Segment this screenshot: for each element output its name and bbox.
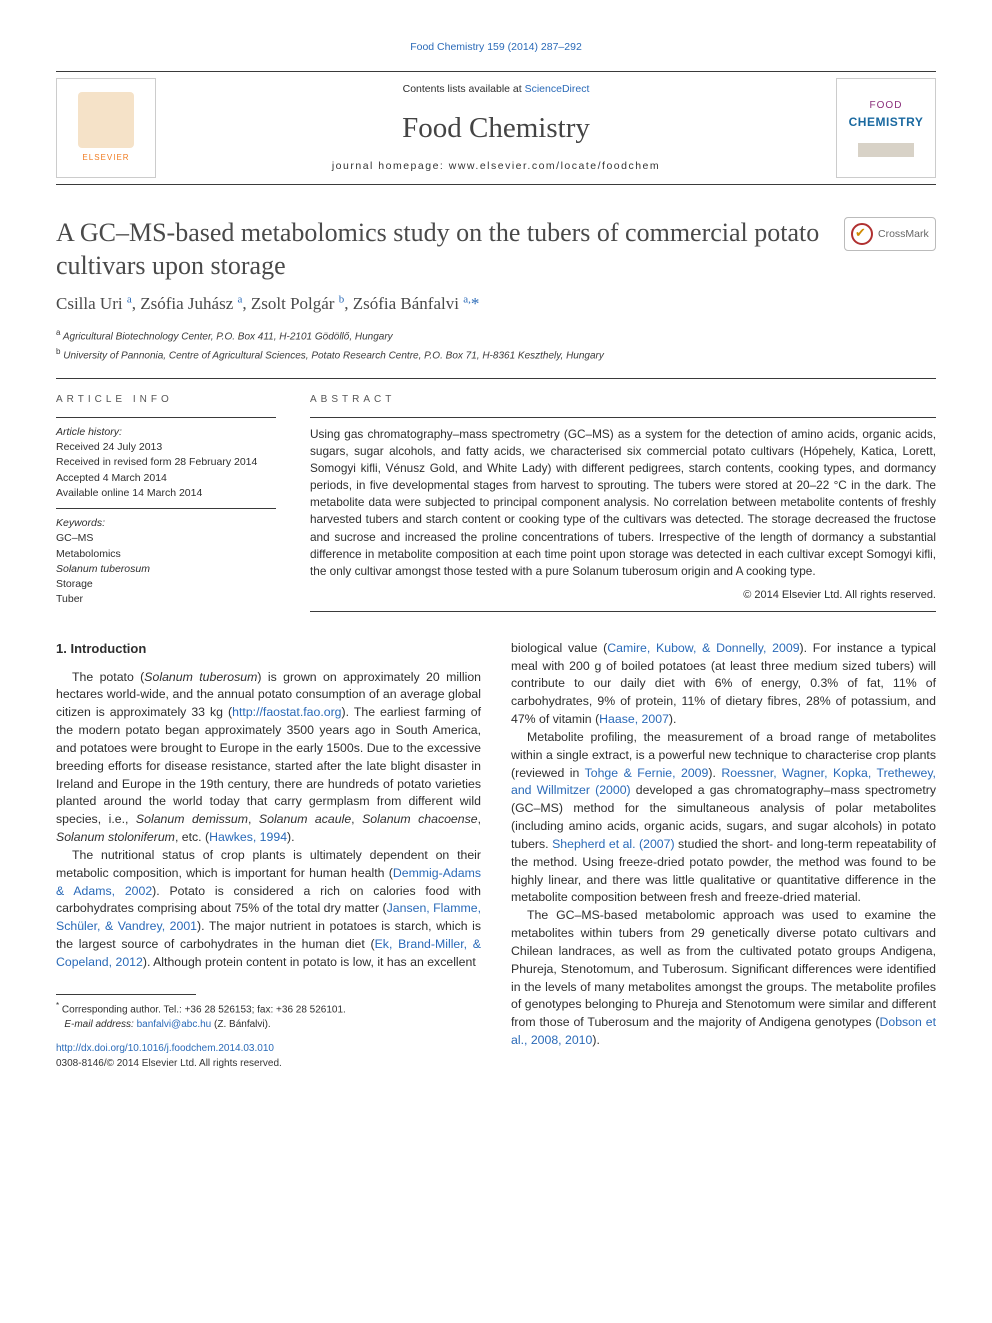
journal-logo-main: CHEMISTRY	[849, 114, 924, 131]
abstract-label: ABSTRACT	[310, 393, 936, 408]
journal-name: Food Chemistry	[168, 107, 824, 149]
keyword: Storage	[56, 577, 276, 592]
crossmark-label: CrossMark	[878, 227, 929, 242]
email-line: E-mail address: banfalvi@abc.hu (Z. Bánf…	[56, 1018, 481, 1033]
journal-cover-logo[interactable]: FOOD CHEMISTRY	[836, 78, 936, 178]
body-paragraph: The nutritional status of crop plants is…	[56, 847, 481, 972]
keyword: GC–MS	[56, 531, 276, 546]
corresponding-author-note: * Corresponding author. Tel.: +36 28 526…	[56, 1000, 481, 1018]
footnote-separator	[56, 994, 196, 995]
body-paragraph: The GC–MS-based metabolomic approach was…	[511, 907, 936, 1050]
keyword: Tuber	[56, 592, 276, 607]
affiliation: a Agricultural Biotechnology Center, P.O…	[56, 327, 936, 345]
crossmark-icon	[851, 223, 873, 245]
publisher-logo-text: ELSEVIER	[82, 152, 129, 164]
abstract-text: Using gas chromatography–mass spectromet…	[310, 426, 936, 580]
elsevier-tree-icon	[78, 92, 134, 148]
journal-logo-top: FOOD	[870, 99, 903, 114]
doi-link[interactable]: http://dx.doi.org/10.1016/j.foodchem.201…	[56, 1042, 481, 1057]
masthead: ELSEVIER Contents lists available at Sci…	[56, 71, 936, 185]
history-heading: Article history:	[56, 425, 276, 440]
corresponding-email-link[interactable]: banfalvi@abc.hu	[137, 1019, 212, 1030]
sciencedirect-link[interactable]: ScienceDirect	[525, 83, 590, 95]
affiliation: b University of Pannonia, Centre of Agri…	[56, 346, 936, 364]
keywords-heading: Keywords:	[56, 516, 276, 531]
keyword: Metabolomics	[56, 547, 276, 562]
journal-homepage[interactable]: journal homepage: www.elsevier.com/locat…	[168, 159, 824, 174]
body-paragraph: The potato (Solanum tuberosum) is grown …	[56, 669, 481, 847]
body-column-left: 1. Introduction The potato (Solanum tube…	[56, 640, 481, 1071]
affiliations: a Agricultural Biotechnology Center, P.O…	[56, 327, 936, 364]
article-info-label: ARTICLE INFO	[56, 393, 276, 408]
history-line: Received 24 July 2013	[56, 440, 276, 455]
publisher-logo[interactable]: ELSEVIER	[56, 78, 156, 178]
authors-line: Csilla Uri a, Zsófia Juhász a, Zsolt Pol…	[56, 292, 936, 317]
history-line: Accepted 4 March 2014	[56, 471, 276, 486]
history-line: Received in revised form 28 February 201…	[56, 455, 276, 470]
body-paragraph: biological value (Camire, Kubow, & Donne…	[511, 640, 936, 729]
body-paragraph: Metabolite profiling, the measurement of…	[511, 729, 936, 907]
history-line: Available online 14 March 2014	[56, 486, 276, 501]
journal-cover-thumb	[858, 143, 914, 157]
journal-citation[interactable]: Food Chemistry 159 (2014) 287–292	[56, 40, 936, 55]
contents-available-line: Contents lists available at ScienceDirec…	[168, 82, 824, 97]
body-column-right: biological value (Camire, Kubow, & Donne…	[511, 640, 936, 1071]
keyword: Solanum tuberosum	[56, 562, 276, 577]
abstract-copyright: © 2014 Elsevier Ltd. All rights reserved…	[310, 588, 936, 604]
article-title: A GC–MS-based metabolomics study on the …	[56, 217, 834, 282]
issn-copyright: 0308-8146/© 2014 Elsevier Ltd. All right…	[56, 1057, 481, 1072]
section-heading-introduction: 1. Introduction	[56, 640, 481, 659]
separator-rule	[56, 378, 936, 379]
crossmark-badge[interactable]: CrossMark	[844, 217, 936, 251]
